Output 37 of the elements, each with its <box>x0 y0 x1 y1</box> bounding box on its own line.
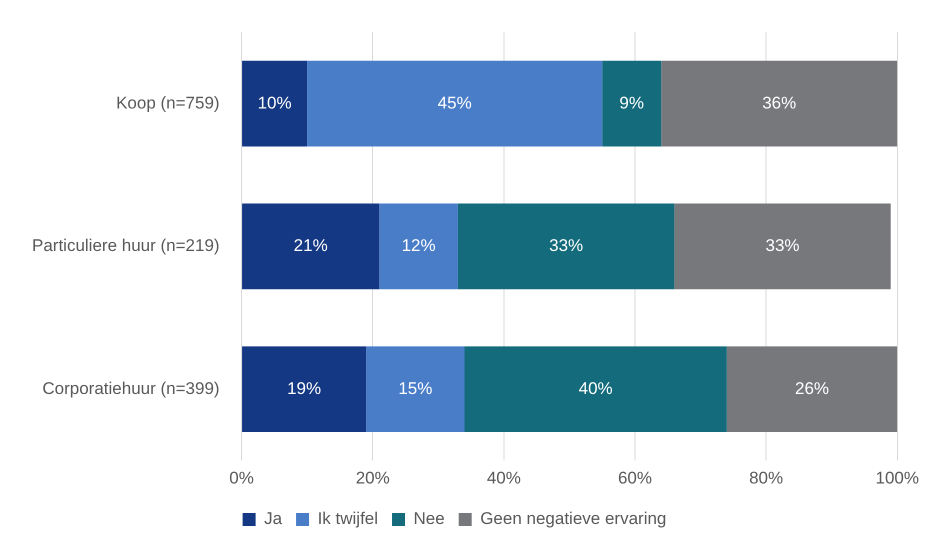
data-label: 9% <box>619 93 644 112</box>
bar <box>674 204 891 290</box>
y-tick-label: Koop (n=759) <box>116 93 220 112</box>
x-tick-label: 100% <box>876 468 919 488</box>
bar <box>602 60 662 146</box>
bar <box>464 346 727 432</box>
x-tick-label: 60% <box>618 468 652 488</box>
data-label: 33% <box>766 236 800 256</box>
y-tick-label: Particuliere huur (n=219) <box>32 236 220 256</box>
bar <box>379 204 458 290</box>
legend-label: Nee <box>414 509 445 528</box>
legend-label: Ja <box>264 509 283 528</box>
bar <box>242 60 308 146</box>
data-label: 26% <box>795 378 830 398</box>
data-label: 19% <box>287 378 322 398</box>
bar <box>458 204 674 290</box>
x-tick-label: 0% <box>229 468 254 488</box>
bar <box>242 204 380 290</box>
bar <box>726 346 898 432</box>
data-label: 33% <box>549 236 584 256</box>
bar <box>366 346 465 432</box>
legend-label: Geen negatieve ervaring <box>480 509 666 528</box>
x-tick-label: 20% <box>356 468 390 488</box>
bar <box>242 346 366 432</box>
bar <box>661 60 898 146</box>
data-label: 45% <box>438 93 472 112</box>
data-label: 36% <box>762 93 796 112</box>
bar <box>307 60 602 146</box>
legend-label: Ik twijfel <box>318 509 378 528</box>
data-label: 40% <box>578 378 613 398</box>
x-tick-label: 80% <box>749 468 784 488</box>
data-label: 15% <box>398 378 432 398</box>
data-label: 21% <box>294 236 328 256</box>
data-label: 12% <box>402 236 436 256</box>
data-label: 10% <box>258 93 292 112</box>
y-tick-label: Corporatiehuur (n=399) <box>42 378 220 398</box>
x-tick-label: 40% <box>486 468 521 488</box>
